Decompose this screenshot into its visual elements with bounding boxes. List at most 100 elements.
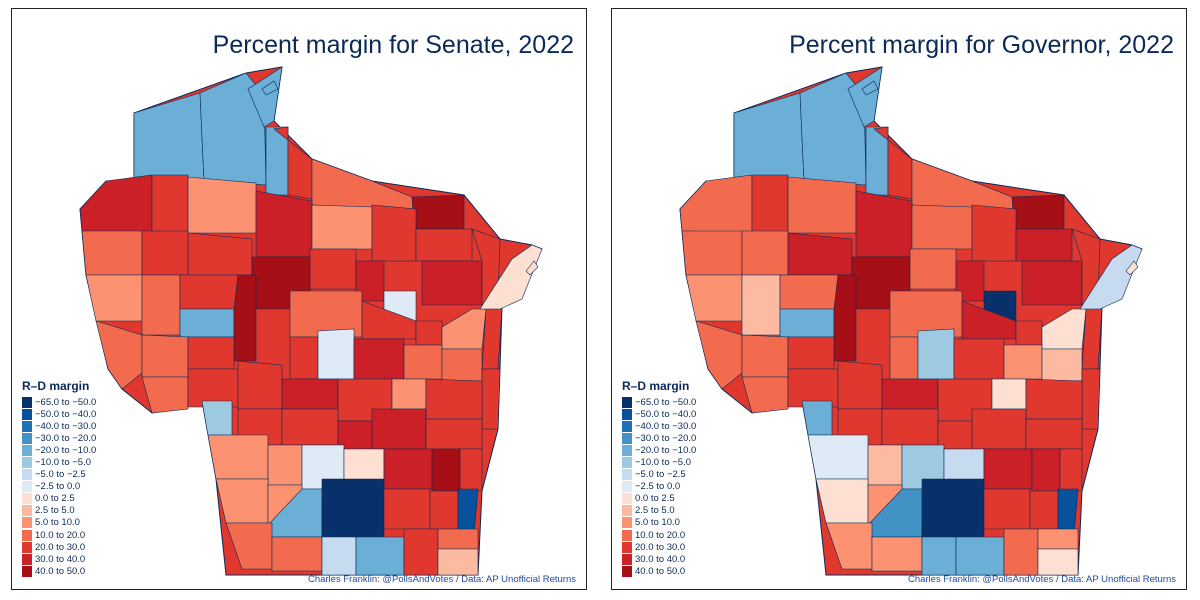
- legend-item: −2.5 to 0.0: [622, 481, 696, 493]
- legend-label: −20.0 to −10.0: [635, 444, 697, 456]
- county-shape: [421, 260, 483, 306]
- county-shape: [437, 548, 479, 576]
- legend-item: −65.0 to −50.0: [22, 396, 96, 408]
- legend-label: −65.0 to −50.0: [635, 396, 697, 408]
- credit-line: Charles Franklin: @PollsAndVotes / Data:…: [907, 574, 1176, 585]
- county-shape: [983, 448, 1033, 490]
- county-shape: [141, 274, 181, 336]
- county-shape: [321, 536, 357, 576]
- legend-item: 30.0 to 40.0: [22, 553, 96, 565]
- county-shape: [1015, 228, 1073, 262]
- county-shape: [273, 126, 313, 200]
- legend-swatch: [22, 396, 32, 408]
- county-shape: [281, 408, 339, 446]
- county-shape: [355, 536, 405, 576]
- county-shape: [733, 92, 805, 188]
- county-shape: [479, 244, 543, 310]
- county-shape: [201, 400, 233, 436]
- senate-map-panel: Percent margin for Senate, 2022 R–D marg…: [11, 8, 587, 590]
- legend-item: 10.0 to 20.0: [22, 529, 96, 541]
- legend-swatch: [622, 505, 632, 517]
- legend-label: 5.0 to 10.0: [635, 517, 680, 529]
- legend-item: −10.0 to −5.0: [622, 456, 696, 469]
- county-shape: [321, 478, 385, 538]
- county-shape: [1025, 418, 1083, 450]
- county-shape: [311, 158, 415, 210]
- legend-item: −10.0 to −5.0: [22, 456, 96, 469]
- legend-swatch: [22, 505, 32, 517]
- legend-label: −5.0 to −2.5: [635, 469, 686, 481]
- county-shape: [833, 274, 857, 362]
- county-shape: [1021, 260, 1083, 306]
- legend-item: −30.0 to −20.0: [22, 432, 96, 444]
- county-shape: [199, 72, 267, 186]
- county-shape: [425, 378, 483, 420]
- county-shape: [237, 360, 283, 410]
- legend-swatch: [622, 457, 632, 469]
- legend-title: R–D margin: [22, 379, 90, 393]
- legend-item: 30.0 to 40.0: [622, 553, 696, 565]
- legend-label: −10.0 to −5.0: [35, 457, 91, 469]
- senate-county-map: [79, 66, 543, 576]
- legend-label: 30.0 to 40.0: [35, 553, 86, 565]
- island-shape: [861, 80, 879, 96]
- legend-swatch: [22, 420, 32, 432]
- county-shape: [787, 232, 853, 276]
- legend-item: 10.0 to 20.0: [622, 529, 696, 541]
- legend-swatch: [22, 517, 32, 529]
- legend-label: 30.0 to 40.0: [635, 553, 686, 565]
- county-shape: [141, 376, 189, 414]
- legend-swatch: [22, 408, 32, 420]
- legend-item: −5.0 to −2.5: [622, 469, 696, 481]
- county-shape: [871, 536, 923, 572]
- county-shape: [133, 92, 205, 188]
- legend-label: 2.5 to 5.0: [35, 505, 75, 517]
- legend-swatch: [622, 541, 632, 553]
- legend-label: 40.0 to 50.0: [635, 565, 686, 577]
- county-shape: [741, 230, 789, 276]
- legend-item: −50.0 to −40.0: [622, 408, 696, 420]
- county-shape: [437, 528, 479, 550]
- legend-label: −30.0 to −20.0: [635, 432, 697, 444]
- legend-swatch: [622, 493, 632, 505]
- legend-label: −30.0 to −20.0: [35, 432, 97, 444]
- legend-label: −2.5 to 0.0: [35, 481, 81, 493]
- county-shape: [1041, 348, 1083, 382]
- county-shape: [779, 274, 839, 310]
- legend-swatch: [22, 444, 32, 456]
- county-shape: [431, 448, 461, 492]
- legend-swatch: [22, 481, 32, 493]
- county-shape: [207, 434, 269, 480]
- legend-label: 2.5 to 5.0: [635, 505, 675, 517]
- legend-label: −40.0 to −30.0: [635, 420, 697, 432]
- county-shape: [1081, 368, 1101, 430]
- legend-item: −2.5 to 0.0: [22, 481, 96, 493]
- county-shape: [371, 204, 417, 262]
- legend-swatch: [22, 553, 32, 565]
- county-shape: [971, 408, 1027, 450]
- legend-item: −40.0 to −30.0: [622, 420, 696, 432]
- legend-item: −65.0 to −50.0: [622, 396, 696, 408]
- county-shape: [1029, 490, 1059, 530]
- county-shape: [187, 176, 257, 234]
- legend-item: 20.0 to 30.0: [622, 541, 696, 553]
- governor-county-map: [679, 66, 1143, 576]
- legend-rows: −65.0 to −50.0 −50.0 to −40.0 −40.0 to −30…: [22, 396, 96, 577]
- legend: R–D margin −65.0 to −50.0 −50.0 to −40.0−…: [622, 379, 696, 577]
- legend-item: −20.0 to −10.0: [622, 444, 696, 456]
- legend-label: 20.0 to 30.0: [35, 541, 86, 553]
- legend-item: 40.0 to 50.0: [622, 565, 696, 577]
- county-shape: [873, 126, 913, 200]
- county-shape: [179, 308, 235, 338]
- county-shape: [383, 488, 431, 530]
- legend-label: 10.0 to 20.0: [35, 529, 86, 541]
- legend-swatch: [22, 541, 32, 553]
- county-shape: [909, 248, 957, 290]
- county-shape: [921, 478, 985, 538]
- county-shape: [983, 488, 1031, 530]
- legend-swatch: [622, 432, 632, 444]
- legend-item: −50.0 to −40.0: [22, 408, 96, 420]
- county-shape: [411, 194, 465, 230]
- legend-label: 10.0 to 20.0: [635, 529, 686, 541]
- county-shape: [481, 368, 501, 430]
